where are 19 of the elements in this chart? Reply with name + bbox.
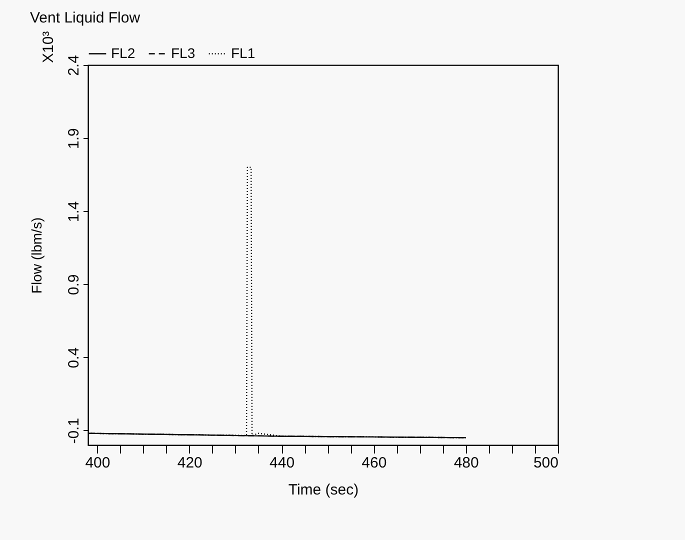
x-tick-label: 440 [270, 454, 295, 472]
y-tick-label: -0.1 [66, 418, 82, 444]
y-tick-label: 1.4 [66, 201, 82, 222]
y-tick-label: 2.4 [66, 55, 82, 76]
y-axis-title: Flow (lbm/s) [28, 217, 44, 294]
y-tick-label: 0.9 [66, 274, 82, 296]
legend-label: FL1 [231, 44, 256, 61]
x-tick-label: 400 [85, 454, 110, 472]
x-axis-title: Time (sec) [288, 482, 359, 498]
legend-label: FL3 [171, 44, 196, 61]
legend-label: FL2 [111, 44, 136, 61]
text: X10³ [40, 31, 57, 63]
x-tick-label: 500 [533, 454, 558, 472]
x-tick-label: 460 [362, 454, 387, 472]
chart-title: Vent Liquid Flow [30, 9, 140, 26]
y-tick-label: 0.4 [66, 347, 82, 368]
x-tick-label: 480 [454, 454, 479, 472]
y-tick-label: 1.9 [66, 128, 82, 150]
x-tick-label: 420 [177, 454, 202, 472]
